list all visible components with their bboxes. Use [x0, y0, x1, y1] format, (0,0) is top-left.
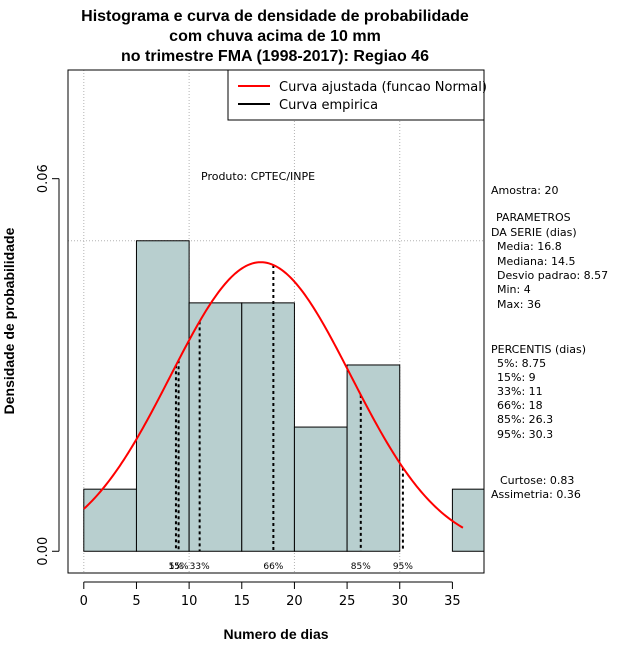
histogram-bar — [135, 240, 190, 552]
y-axis-title: Densidade de probabilidade — [1, 227, 17, 414]
x-tick-label: 20 — [286, 594, 303, 609]
histogram-bar — [293, 426, 348, 552]
x-tick-label: 15 — [233, 594, 250, 609]
histogram-bar — [241, 302, 295, 552]
histogram-bar — [451, 488, 485, 552]
product-annotation: Produto: CPTEC/INPE — [201, 170, 315, 183]
chart-title-line-3: no trimestre FMA (1998-2017): Regiao 46 — [121, 48, 429, 65]
stats-param: Mediana: 14.5 — [497, 255, 575, 268]
percentile-label: 95% — [393, 562, 413, 572]
histogram-bar — [83, 488, 137, 552]
stats-percentil: 33%: 11 — [497, 385, 543, 398]
x-tick-label: 25 — [339, 594, 356, 609]
chart-title-line-1: Histograma e curva de densidade de proba… — [81, 8, 469, 25]
stats-params-header-2: DA SERIE (dias) — [491, 226, 577, 239]
legend: Curva ajustada (funcao Normal) Curva emp… — [227, 69, 487, 121]
legend-box — [227, 69, 485, 121]
percentile-label: 66% — [263, 562, 283, 572]
stats-param: Min: 4 — [497, 283, 531, 296]
stats-curtose: Curtose: 0.83 — [500, 474, 574, 487]
chart-title-line-2: com chuva acima de 10 mm — [169, 28, 381, 45]
x-axis-title: Numero de dias — [223, 626, 328, 642]
x-tick-label: 10 — [181, 594, 198, 609]
x-axis: 0 5 10 15 20 25 30 35 — [80, 581, 461, 609]
histogram-bars — [83, 240, 485, 552]
stats-percentil: 66%: 18 — [497, 399, 543, 412]
percentile-label: 33% — [190, 562, 210, 572]
stats-panel: Amostra: 20 PARAMETROS DA SERIE (dias) M… — [491, 184, 608, 501]
x-tick-label: 30 — [391, 594, 408, 609]
percentile-label: 15% — [169, 562, 189, 572]
stats-sample: Amostra: 20 — [491, 184, 558, 197]
histogram-bar — [188, 302, 243, 552]
fitted-curve-layer — [83, 261, 464, 529]
y-tick-label: 0.06 — [36, 164, 51, 193]
y-tick-label: 0.00 — [36, 537, 51, 566]
stats-percentil: 95%: 30.3 — [497, 428, 553, 441]
fitted-normal-curve — [83, 261, 464, 529]
stats-percentil: 5%: 8.75 — [497, 357, 546, 370]
legend-label-empirical: Curva empirica — [279, 98, 378, 113]
x-tick-label: 0 — [80, 594, 88, 609]
y-axis: 0.00 0.06 — [36, 164, 60, 566]
histogram-bar — [346, 364, 401, 552]
stats-params-header-1: PARAMETROS — [496, 211, 571, 224]
stats-param: Max: 36 — [497, 298, 541, 311]
stats-param: Media: 16.8 — [497, 240, 562, 253]
x-tick-label: 5 — [132, 594, 140, 609]
percentile-label: 5% — [169, 562, 184, 572]
stats-percentis-header: PERCENTIS (dias) — [491, 343, 586, 356]
stats-param: Desvio padrao: 8.57 — [497, 269, 608, 282]
x-tick-label: 35 — [444, 594, 461, 609]
stats-assimetria: Assimetria: 0.36 — [491, 488, 581, 501]
stats-percentil: 15%: 9 — [497, 371, 536, 384]
legend-label-fitted: Curva ajustada (funcao Normal) — [279, 80, 487, 95]
stats-percentil: 85%: 26.3 — [497, 413, 553, 426]
percentile-markers: 5%15% 33% 66% 85% 95% — [169, 265, 413, 572]
percentile-label: 85% — [351, 562, 371, 572]
